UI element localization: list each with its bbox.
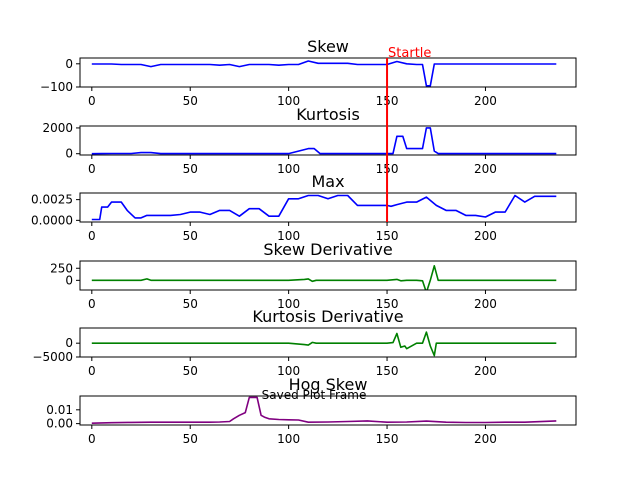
chart-5-ytick-label: 0 [65,336,73,350]
chart-2-xtick-label: 0 [88,162,96,176]
chart-3-xtick-label: 50 [183,229,198,243]
chart-5-ytick-label: −5000 [32,350,73,364]
chart-2-panel: Kurtosis05010015020002000 [42,105,577,176]
chart-3-xtick-label: 100 [277,229,300,243]
chart-5-title: Kurtosis Derivative [252,307,403,326]
chart-3-axes-frame [79,192,577,223]
chart-5-xtick-label: 200 [474,364,497,378]
chart-6-series-line [91,396,557,424]
chart-2-title: Kurtosis [296,105,360,124]
chart-1-ytick-label: −100 [40,80,73,94]
chart-2-xtick-label: 50 [183,162,198,176]
chart-6-title: Hog Skew [289,375,368,394]
chart-4-xtick-label: 150 [376,297,399,311]
chart-3-ytick-label: 0.0025 [31,193,73,207]
chart-4-ytick-label: 0 [65,273,73,287]
chart-1-series-line [91,60,557,87]
chart-5-xtick-label: 0 [88,364,96,378]
chart-1-xtick-label: 100 [277,94,300,108]
chart-3-panel: Max 0 50 100 150 200 0.0000 0.0025 [31,172,577,243]
chart-6-axes-frame [79,395,577,426]
chart-5-series-line [91,331,557,357]
startle-label: Startle [388,46,431,61]
chart-1-xtick-label: 200 [474,94,497,108]
chart-4-axes-frame [79,260,577,291]
chart-6-xtick-label: 50 [183,432,198,446]
chart-1-ytick-label: 0 [65,57,73,71]
chart-6-ytick-label: 0.01 [46,403,73,417]
subplot-panels: Skew 0 50 100 150 200 −100 0 Kurtosis 0 50 100 150 20… [31,37,577,446]
chart-5-axes-frame [79,327,577,358]
chart-3-xtick-label: 0 [88,229,96,243]
chart-1-axes-frame [79,57,577,88]
chart-6-ytick-label: 0.00 [46,417,73,431]
chart-4-title: Skew Derivative [263,240,392,259]
chart-2-axes-frame [79,125,577,156]
chart-3-title: Max [311,172,344,191]
chart-4-series-line [91,264,557,290]
chart-5-xtick-label: 100 [277,364,300,378]
chart-4-xtick-label: 200 [474,297,497,311]
chart-2-ytick-label: 2000 [42,121,73,135]
chart-2-xtick-label: 100 [277,162,300,176]
chart-1-xtick-label: 0 [88,94,96,108]
chart-5-xtick-label: 150 [376,364,399,378]
chart-2-xtick-label: 200 [474,162,497,176]
chart-3-xtick-label: 150 [376,229,399,243]
chart-1-title: Skew [307,37,349,56]
chart-3-ytick-label: 0.0000 [31,213,73,227]
chart-5-xtick-label: 50 [183,364,198,378]
chart-4-ytick-label: 250 [50,261,73,275]
chart-6-panel: Hog Skew 0 50 100 150 200 0.000.01 [46,375,577,446]
chart-2-ytick-label: 0 [65,147,73,161]
chart-6-xtick-label: 0 [88,432,96,446]
chart-4-xtick-label: 100 [277,297,300,311]
chart-1-xtick-label: 50 [183,94,198,108]
chart-6-xtick-label: 100 [277,432,300,446]
saved-plot-frame-label: Saved Plot Frame [262,388,367,402]
chart-3-xtick-label: 200 [474,229,497,243]
chart-4-xtick-label: 0 [88,297,96,311]
chart-3-series-line [91,194,557,221]
chart-4-xtick-label: 50 [183,297,198,311]
chart-6-xtick-label: 200 [474,432,497,446]
chart-6-xtick-label: 150 [376,432,399,446]
